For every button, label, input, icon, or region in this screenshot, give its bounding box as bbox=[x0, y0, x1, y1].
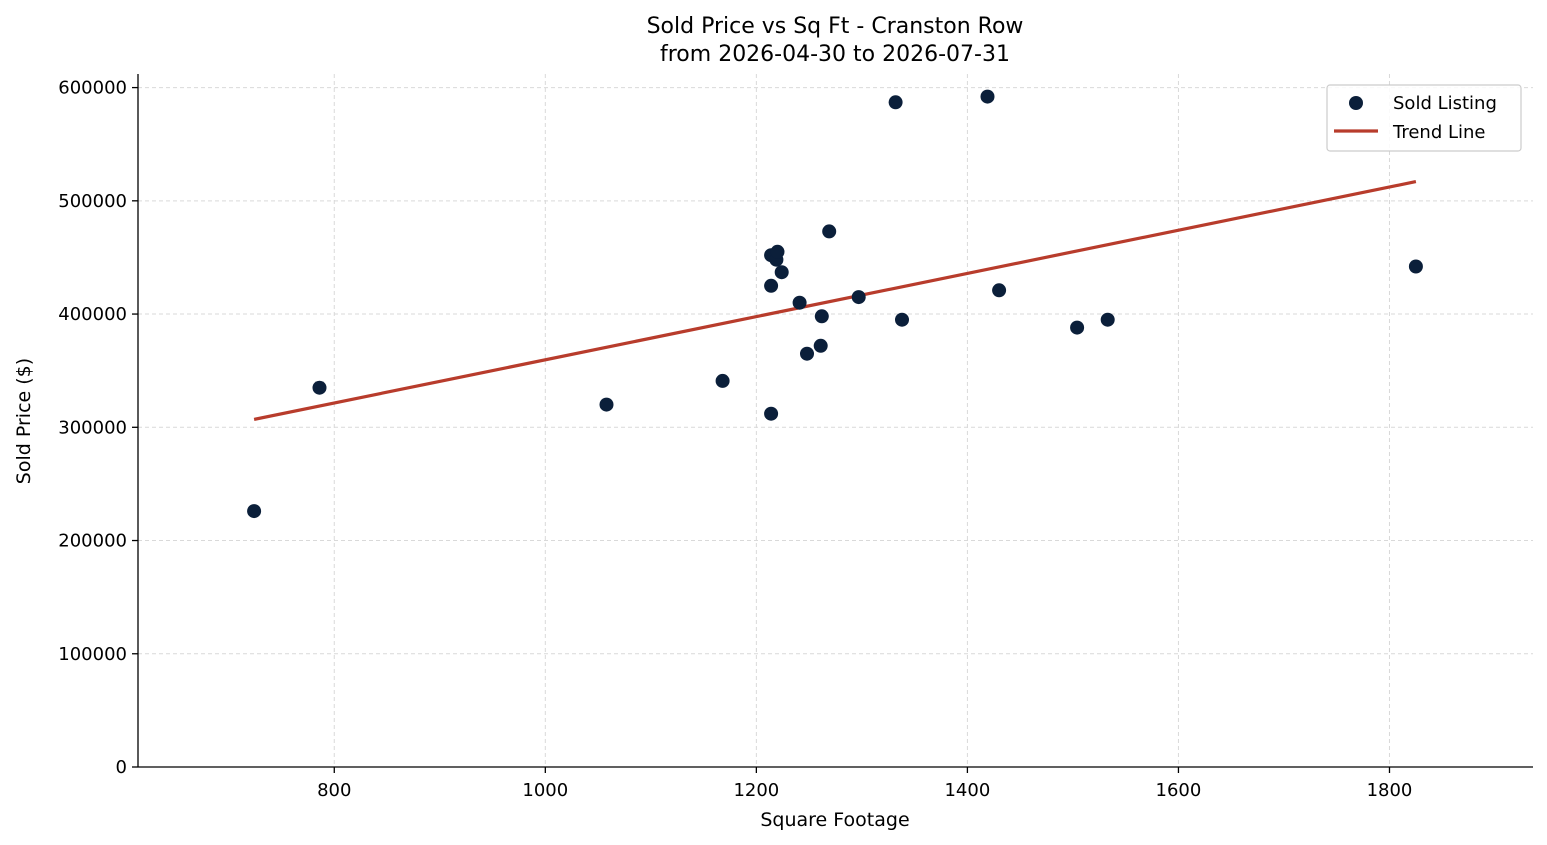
y-tick-label: 100000 bbox=[58, 644, 127, 665]
sold-listing-point bbox=[599, 397, 614, 412]
sold-listing-point bbox=[813, 338, 828, 353]
sold-listing-point bbox=[764, 278, 779, 293]
sold-listing-point bbox=[770, 244, 785, 259]
sold-listing-point bbox=[1100, 312, 1115, 327]
sold-listing-point bbox=[895, 312, 909, 327]
x-axis-label: Square Footage bbox=[760, 809, 909, 831]
sold-listing-point bbox=[247, 504, 262, 519]
legend-marker-sold-listing bbox=[1349, 96, 1363, 110]
legend-label-sold-listing: Sold Listing bbox=[1393, 93, 1497, 114]
y-tick-label: 500000 bbox=[58, 191, 127, 212]
scatter-points bbox=[247, 89, 1423, 519]
y-axis-label: Sold Price ($) bbox=[13, 358, 35, 484]
y-tick-label: 400000 bbox=[58, 304, 127, 325]
y-tick-label: 0 bbox=[116, 757, 127, 778]
x-tick-label: 800 bbox=[317, 780, 351, 801]
sold-listing-point bbox=[764, 406, 779, 421]
sold-listing-point bbox=[814, 309, 829, 324]
sold-listing-point bbox=[822, 224, 837, 239]
sold-listing-point bbox=[1408, 259, 1423, 274]
y-tick-label: 200000 bbox=[58, 531, 127, 552]
sold-listing-point bbox=[851, 290, 866, 305]
tick-labels: 800 1000 1200 1400 1600 1800 0 100000 200000 3000… bbox=[58, 78, 1412, 801]
sold-listing-point bbox=[1070, 320, 1085, 335]
x-tick-label: 1200 bbox=[733, 780, 779, 801]
legend: Sold Listing Trend Line bbox=[1326, 84, 1522, 152]
trend-line bbox=[253, 180, 1417, 421]
sold-listing-point bbox=[715, 373, 730, 388]
chart-title-line-2: from 2026-04-30 to 2026-07-31 bbox=[660, 42, 1010, 67]
axes bbox=[132, 74, 1533, 773]
sold-listing-point bbox=[792, 295, 807, 310]
sold-listing-point bbox=[980, 89, 995, 104]
sold-listing-point bbox=[774, 265, 789, 280]
sold-listing-point bbox=[992, 283, 1007, 298]
legend-label-trend-line: Trend Line bbox=[1392, 122, 1486, 143]
trend-line-layer bbox=[253, 180, 1417, 421]
sold-listing-point bbox=[312, 380, 327, 395]
x-tick-label: 1800 bbox=[1367, 780, 1413, 801]
y-tick-label: 300000 bbox=[58, 417, 127, 438]
x-tick-label: 1400 bbox=[944, 780, 990, 801]
sold-listing-point bbox=[888, 95, 903, 110]
grid-lines bbox=[138, 74, 1533, 767]
y-tick-label: 600000 bbox=[58, 78, 127, 99]
legend-frame bbox=[1326, 84, 1522, 152]
x-tick-label: 1000 bbox=[522, 780, 568, 801]
x-tick-label: 1600 bbox=[1156, 780, 1202, 801]
chart-title-line-1: Sold Price vs Sq Ft - Cranston Row bbox=[647, 14, 1024, 39]
sold-listing-point bbox=[800, 346, 814, 361]
